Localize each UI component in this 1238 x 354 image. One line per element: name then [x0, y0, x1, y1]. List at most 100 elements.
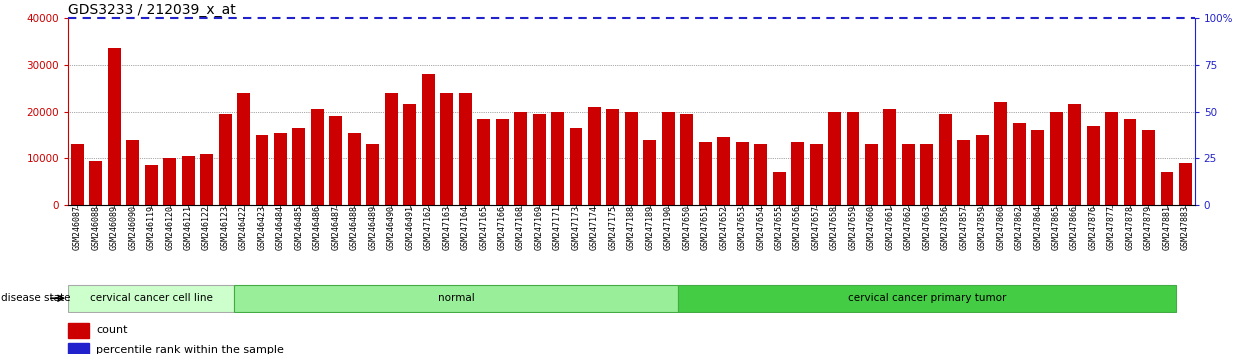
- Text: GSM247865: GSM247865: [1051, 205, 1061, 250]
- Text: cervical cancer cell line: cervical cancer cell line: [90, 293, 213, 303]
- Text: GSM247166: GSM247166: [498, 205, 506, 250]
- Bar: [366, 144, 379, 205]
- Text: GSM247163: GSM247163: [442, 205, 451, 250]
- Text: disease state: disease state: [1, 293, 71, 303]
- Text: GSM246488: GSM246488: [350, 205, 359, 250]
- Text: GSM246121: GSM246121: [183, 205, 193, 250]
- Bar: [938, 114, 952, 205]
- Bar: [274, 133, 287, 205]
- Bar: [662, 112, 675, 205]
- Text: GDS3233 / 212039_x_at: GDS3233 / 212039_x_at: [68, 3, 236, 17]
- Text: GSM246484: GSM246484: [276, 205, 285, 250]
- Text: GSM247660: GSM247660: [867, 205, 877, 250]
- Bar: [68, 323, 89, 338]
- Bar: [994, 102, 1008, 205]
- Text: percentile rank within the sample: percentile rank within the sample: [97, 345, 284, 354]
- Bar: [1179, 163, 1192, 205]
- Text: GSM247174: GSM247174: [591, 205, 599, 250]
- Bar: [1068, 104, 1081, 205]
- Text: GSM246491: GSM246491: [405, 205, 415, 250]
- Text: GSM246090: GSM246090: [129, 205, 137, 250]
- Text: GSM247654: GSM247654: [756, 205, 765, 250]
- Text: GSM246423: GSM246423: [258, 205, 266, 250]
- Text: GSM247883: GSM247883: [1181, 205, 1190, 250]
- Text: GSM247877: GSM247877: [1107, 205, 1117, 250]
- Text: GSM247656: GSM247656: [794, 205, 802, 250]
- Bar: [1160, 172, 1174, 205]
- Bar: [681, 114, 693, 205]
- Text: GSM246120: GSM246120: [165, 205, 175, 250]
- Text: GSM247856: GSM247856: [941, 205, 950, 250]
- Bar: [754, 144, 768, 205]
- FancyBboxPatch shape: [677, 285, 1176, 312]
- Bar: [68, 343, 89, 354]
- Text: GSM247650: GSM247650: [682, 205, 691, 250]
- Text: GSM247175: GSM247175: [608, 205, 618, 250]
- Bar: [514, 112, 527, 205]
- Text: count: count: [97, 325, 128, 336]
- Text: GSM247189: GSM247189: [645, 205, 655, 250]
- Bar: [1124, 119, 1136, 205]
- Text: GSM247652: GSM247652: [719, 205, 728, 250]
- Text: GSM247657: GSM247657: [812, 205, 821, 250]
- Bar: [495, 119, 509, 205]
- Text: GSM246089: GSM246089: [110, 205, 119, 250]
- Bar: [717, 137, 730, 205]
- Bar: [865, 144, 878, 205]
- Text: GSM247658: GSM247658: [829, 205, 839, 250]
- Bar: [385, 93, 397, 205]
- Text: GSM246123: GSM246123: [220, 205, 229, 250]
- Text: GSM247168: GSM247168: [516, 205, 525, 250]
- Bar: [145, 165, 157, 205]
- Bar: [1013, 123, 1026, 205]
- Bar: [89, 161, 103, 205]
- Text: GSM247164: GSM247164: [461, 205, 469, 250]
- FancyBboxPatch shape: [68, 285, 234, 312]
- Bar: [644, 139, 656, 205]
- Bar: [1087, 126, 1099, 205]
- Bar: [255, 135, 269, 205]
- Bar: [329, 116, 343, 205]
- Bar: [920, 144, 933, 205]
- Text: GSM246422: GSM246422: [239, 205, 248, 250]
- Bar: [569, 128, 582, 205]
- Text: GSM246490: GSM246490: [386, 205, 396, 250]
- Text: GSM247162: GSM247162: [423, 205, 433, 250]
- Bar: [422, 74, 435, 205]
- Bar: [201, 154, 213, 205]
- Bar: [1106, 112, 1118, 205]
- Text: GSM247662: GSM247662: [904, 205, 912, 250]
- Bar: [607, 109, 619, 205]
- Bar: [163, 159, 176, 205]
- Text: GSM246119: GSM246119: [146, 205, 156, 250]
- Text: GSM247659: GSM247659: [848, 205, 858, 250]
- Bar: [847, 112, 859, 205]
- Text: GSM247862: GSM247862: [1015, 205, 1024, 250]
- Text: GSM246486: GSM246486: [313, 205, 322, 250]
- Bar: [404, 104, 416, 205]
- Text: GSM247173: GSM247173: [572, 205, 581, 250]
- Text: GSM247857: GSM247857: [959, 205, 968, 250]
- Bar: [976, 135, 989, 205]
- Text: GSM247651: GSM247651: [701, 205, 709, 250]
- Text: GSM247165: GSM247165: [479, 205, 488, 250]
- Bar: [903, 144, 915, 205]
- Text: GSM247878: GSM247878: [1125, 205, 1134, 250]
- Bar: [477, 119, 490, 205]
- Bar: [773, 172, 786, 205]
- Text: GSM246489: GSM246489: [369, 205, 378, 250]
- Text: GSM247859: GSM247859: [978, 205, 987, 250]
- Bar: [71, 144, 84, 205]
- Text: GSM247190: GSM247190: [664, 205, 672, 250]
- Bar: [1141, 130, 1155, 205]
- Bar: [219, 114, 232, 205]
- Text: GSM246487: GSM246487: [332, 205, 340, 250]
- Bar: [348, 133, 360, 205]
- Bar: [957, 139, 971, 205]
- Text: GSM247879: GSM247879: [1144, 205, 1153, 250]
- Text: GSM246088: GSM246088: [92, 205, 100, 250]
- Bar: [828, 112, 841, 205]
- Bar: [1031, 130, 1044, 205]
- Bar: [735, 142, 749, 205]
- Text: GSM247866: GSM247866: [1070, 205, 1080, 250]
